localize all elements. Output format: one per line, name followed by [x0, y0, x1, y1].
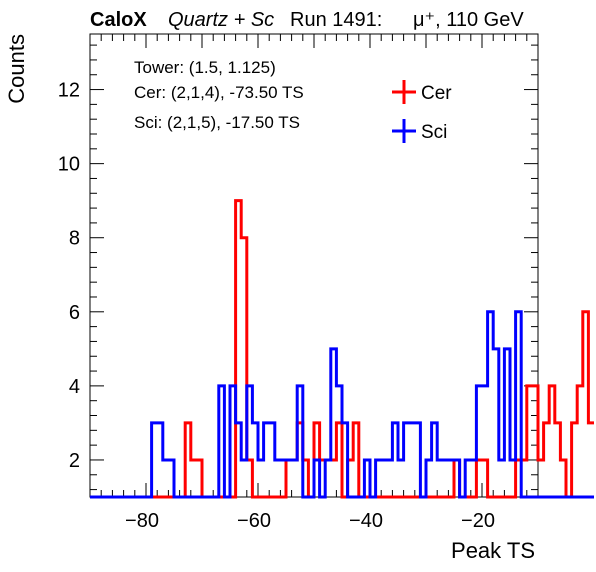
title-brand: CaloX: [90, 9, 147, 31]
y-tick-label: 2: [69, 450, 80, 472]
x-tick-label: −60: [237, 510, 271, 532]
y-tick-label: 12: [58, 80, 80, 102]
legend: Cer Sci: [392, 80, 452, 143]
y-tick-label: 4: [69, 376, 80, 398]
legend-label: Sci: [421, 122, 447, 143]
y-axis-label: Counts: [4, 34, 29, 104]
annotation-sci: Sci: (2,1,5), -17.50 TS: [134, 113, 300, 132]
x-axis-label: Peak TS: [451, 538, 535, 563]
axis-ticks: −80 −60 −40 −20 2 4 6 8 10 12: [58, 34, 539, 532]
legend-label: Cer: [421, 83, 452, 104]
x-tick-label: −40: [349, 510, 383, 532]
y-tick-label: 10: [58, 154, 80, 176]
annotation-tower: Tower: (1.5, 1.125): [134, 58, 276, 77]
x-tick-label: −20: [461, 510, 495, 532]
title-particle: μ⁺, 110 GeV: [413, 9, 524, 31]
y-tick-label: 8: [69, 228, 80, 250]
series-cer-line: [90, 199, 594, 499]
histogram-series: [90, 199, 594, 499]
title-material: Quartz + Sc: [168, 9, 274, 31]
annotation-cer: Cer: (2,1,4), -73.50 TS: [134, 83, 304, 102]
series-sci-line: [90, 310, 594, 499]
x-tick-label: −80: [125, 510, 159, 532]
y-tick-label: 6: [69, 302, 80, 324]
title-run: Run 1491:: [290, 9, 382, 31]
